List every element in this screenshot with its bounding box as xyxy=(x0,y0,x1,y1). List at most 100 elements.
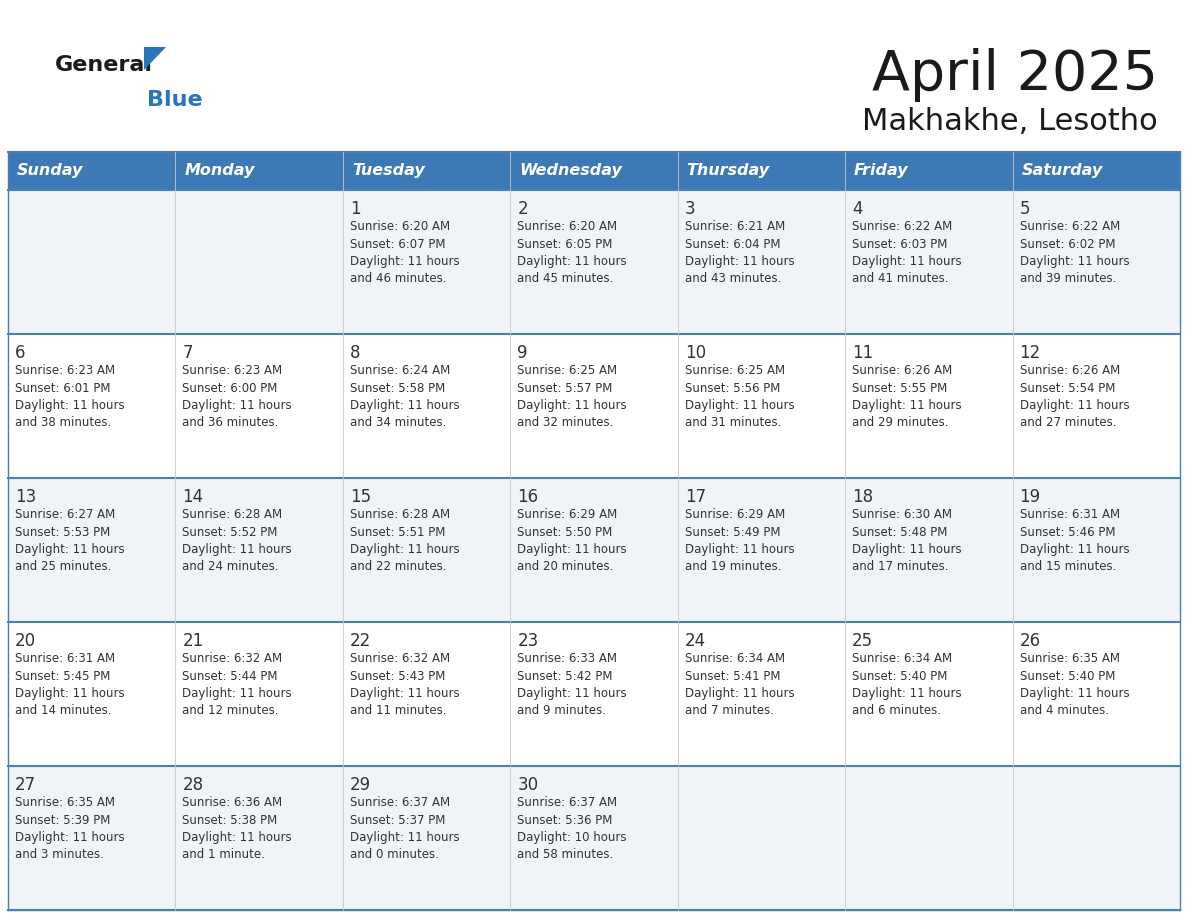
Text: 23: 23 xyxy=(517,632,538,650)
Bar xyxy=(176,622,343,766)
Bar xyxy=(511,766,677,910)
Text: Makhakhe, Lesotho: Makhakhe, Lesotho xyxy=(862,107,1158,137)
Text: Sunrise: 6:22 AM
Sunset: 6:02 PM
Daylight: 11 hours
and 39 minutes.: Sunrise: 6:22 AM Sunset: 6:02 PM Dayligh… xyxy=(1019,220,1130,285)
Text: 11: 11 xyxy=(852,344,873,362)
Bar xyxy=(677,478,845,622)
Text: Sunrise: 6:24 AM
Sunset: 5:58 PM
Daylight: 11 hours
and 34 minutes.: Sunrise: 6:24 AM Sunset: 5:58 PM Dayligh… xyxy=(349,364,460,430)
Text: Sunrise: 6:32 AM
Sunset: 5:43 PM
Daylight: 11 hours
and 11 minutes.: Sunrise: 6:32 AM Sunset: 5:43 PM Dayligh… xyxy=(349,652,460,718)
Text: Sunrise: 6:25 AM
Sunset: 5:57 PM
Daylight: 11 hours
and 32 minutes.: Sunrise: 6:25 AM Sunset: 5:57 PM Dayligh… xyxy=(517,364,627,430)
Text: 7: 7 xyxy=(183,344,192,362)
Text: Sunrise: 6:35 AM
Sunset: 5:39 PM
Daylight: 11 hours
and 3 minutes.: Sunrise: 6:35 AM Sunset: 5:39 PM Dayligh… xyxy=(15,796,125,861)
Bar xyxy=(343,190,511,334)
Text: 1: 1 xyxy=(349,200,360,218)
Bar xyxy=(8,152,176,190)
Text: Sunrise: 6:26 AM
Sunset: 5:54 PM
Daylight: 11 hours
and 27 minutes.: Sunrise: 6:26 AM Sunset: 5:54 PM Dayligh… xyxy=(1019,364,1130,430)
Text: 9: 9 xyxy=(517,344,527,362)
Text: Sunrise: 6:34 AM
Sunset: 5:40 PM
Daylight: 11 hours
and 6 minutes.: Sunrise: 6:34 AM Sunset: 5:40 PM Dayligh… xyxy=(852,652,962,718)
Bar xyxy=(1012,190,1180,334)
Text: Sunrise: 6:30 AM
Sunset: 5:48 PM
Daylight: 11 hours
and 17 minutes.: Sunrise: 6:30 AM Sunset: 5:48 PM Dayligh… xyxy=(852,508,962,574)
Bar xyxy=(343,478,511,622)
Text: 27: 27 xyxy=(15,776,36,794)
Bar xyxy=(845,622,1012,766)
Text: Sunrise: 6:21 AM
Sunset: 6:04 PM
Daylight: 11 hours
and 43 minutes.: Sunrise: 6:21 AM Sunset: 6:04 PM Dayligh… xyxy=(684,220,795,285)
Text: 8: 8 xyxy=(349,344,360,362)
Text: Monday: Monday xyxy=(184,163,254,178)
Text: Sunrise: 6:31 AM
Sunset: 5:46 PM
Daylight: 11 hours
and 15 minutes.: Sunrise: 6:31 AM Sunset: 5:46 PM Dayligh… xyxy=(1019,508,1130,574)
Text: Sunrise: 6:34 AM
Sunset: 5:41 PM
Daylight: 11 hours
and 7 minutes.: Sunrise: 6:34 AM Sunset: 5:41 PM Dayligh… xyxy=(684,652,795,718)
Text: Sunrise: 6:32 AM
Sunset: 5:44 PM
Daylight: 11 hours
and 12 minutes.: Sunrise: 6:32 AM Sunset: 5:44 PM Dayligh… xyxy=(183,652,292,718)
Bar xyxy=(677,766,845,910)
Text: April 2025: April 2025 xyxy=(872,48,1158,102)
Text: 14: 14 xyxy=(183,488,203,506)
Text: 5: 5 xyxy=(1019,200,1030,218)
Text: 6: 6 xyxy=(15,344,25,362)
Text: 30: 30 xyxy=(517,776,538,794)
Text: Sunrise: 6:27 AM
Sunset: 5:53 PM
Daylight: 11 hours
and 25 minutes.: Sunrise: 6:27 AM Sunset: 5:53 PM Dayligh… xyxy=(15,508,125,574)
Bar xyxy=(343,152,511,190)
Text: Friday: Friday xyxy=(854,163,909,178)
Text: Tuesday: Tuesday xyxy=(352,163,424,178)
Text: Sunrise: 6:23 AM
Sunset: 6:01 PM
Daylight: 11 hours
and 38 minutes.: Sunrise: 6:23 AM Sunset: 6:01 PM Dayligh… xyxy=(15,364,125,430)
Text: Sunrise: 6:20 AM
Sunset: 6:05 PM
Daylight: 11 hours
and 45 minutes.: Sunrise: 6:20 AM Sunset: 6:05 PM Dayligh… xyxy=(517,220,627,285)
Text: 15: 15 xyxy=(349,488,371,506)
Bar xyxy=(845,766,1012,910)
Bar xyxy=(1012,622,1180,766)
Bar xyxy=(677,152,845,190)
Text: 26: 26 xyxy=(1019,632,1041,650)
Text: Wednesday: Wednesday xyxy=(519,163,623,178)
Bar xyxy=(845,478,1012,622)
Text: General: General xyxy=(55,55,153,75)
Text: Thursday: Thursday xyxy=(687,163,770,178)
Bar xyxy=(176,334,343,478)
Text: 4: 4 xyxy=(852,200,862,218)
Text: Sunrise: 6:33 AM
Sunset: 5:42 PM
Daylight: 11 hours
and 9 minutes.: Sunrise: 6:33 AM Sunset: 5:42 PM Dayligh… xyxy=(517,652,627,718)
Bar xyxy=(1012,766,1180,910)
Text: Sunrise: 6:36 AM
Sunset: 5:38 PM
Daylight: 11 hours
and 1 minute.: Sunrise: 6:36 AM Sunset: 5:38 PM Dayligh… xyxy=(183,796,292,861)
Bar xyxy=(1012,334,1180,478)
Text: Sunrise: 6:28 AM
Sunset: 5:51 PM
Daylight: 11 hours
and 22 minutes.: Sunrise: 6:28 AM Sunset: 5:51 PM Dayligh… xyxy=(349,508,460,574)
Text: Sunday: Sunday xyxy=(17,163,83,178)
Text: 13: 13 xyxy=(15,488,37,506)
Bar xyxy=(176,152,343,190)
Bar xyxy=(176,766,343,910)
Bar xyxy=(343,766,511,910)
Bar xyxy=(8,478,176,622)
Text: 2: 2 xyxy=(517,200,527,218)
Text: 17: 17 xyxy=(684,488,706,506)
Text: Sunrise: 6:35 AM
Sunset: 5:40 PM
Daylight: 11 hours
and 4 minutes.: Sunrise: 6:35 AM Sunset: 5:40 PM Dayligh… xyxy=(1019,652,1130,718)
Text: 21: 21 xyxy=(183,632,203,650)
Bar xyxy=(176,190,343,334)
Bar xyxy=(1012,478,1180,622)
Bar xyxy=(343,622,511,766)
Bar xyxy=(343,334,511,478)
Text: 12: 12 xyxy=(1019,344,1041,362)
Text: Sunrise: 6:26 AM
Sunset: 5:55 PM
Daylight: 11 hours
and 29 minutes.: Sunrise: 6:26 AM Sunset: 5:55 PM Dayligh… xyxy=(852,364,962,430)
Bar xyxy=(8,622,176,766)
Text: 10: 10 xyxy=(684,344,706,362)
Text: Sunrise: 6:29 AM
Sunset: 5:49 PM
Daylight: 11 hours
and 19 minutes.: Sunrise: 6:29 AM Sunset: 5:49 PM Dayligh… xyxy=(684,508,795,574)
Text: Sunrise: 6:29 AM
Sunset: 5:50 PM
Daylight: 11 hours
and 20 minutes.: Sunrise: 6:29 AM Sunset: 5:50 PM Dayligh… xyxy=(517,508,627,574)
Bar xyxy=(511,152,677,190)
Text: 22: 22 xyxy=(349,632,371,650)
Bar xyxy=(511,334,677,478)
Bar xyxy=(845,334,1012,478)
Text: Sunrise: 6:25 AM
Sunset: 5:56 PM
Daylight: 11 hours
and 31 minutes.: Sunrise: 6:25 AM Sunset: 5:56 PM Dayligh… xyxy=(684,364,795,430)
Text: Sunrise: 6:37 AM
Sunset: 5:36 PM
Daylight: 10 hours
and 58 minutes.: Sunrise: 6:37 AM Sunset: 5:36 PM Dayligh… xyxy=(517,796,627,861)
Bar xyxy=(176,478,343,622)
Text: Sunrise: 6:28 AM
Sunset: 5:52 PM
Daylight: 11 hours
and 24 minutes.: Sunrise: 6:28 AM Sunset: 5:52 PM Dayligh… xyxy=(183,508,292,574)
Text: Blue: Blue xyxy=(147,90,203,110)
Text: 20: 20 xyxy=(15,632,36,650)
Text: Sunrise: 6:31 AM
Sunset: 5:45 PM
Daylight: 11 hours
and 14 minutes.: Sunrise: 6:31 AM Sunset: 5:45 PM Dayligh… xyxy=(15,652,125,718)
Bar xyxy=(8,766,176,910)
Text: 24: 24 xyxy=(684,632,706,650)
Bar xyxy=(511,478,677,622)
Bar xyxy=(1012,152,1180,190)
Bar xyxy=(511,190,677,334)
Polygon shape xyxy=(144,47,166,70)
Bar xyxy=(8,190,176,334)
Text: 18: 18 xyxy=(852,488,873,506)
Bar xyxy=(677,190,845,334)
Text: 3: 3 xyxy=(684,200,695,218)
Bar xyxy=(677,334,845,478)
Bar xyxy=(845,152,1012,190)
